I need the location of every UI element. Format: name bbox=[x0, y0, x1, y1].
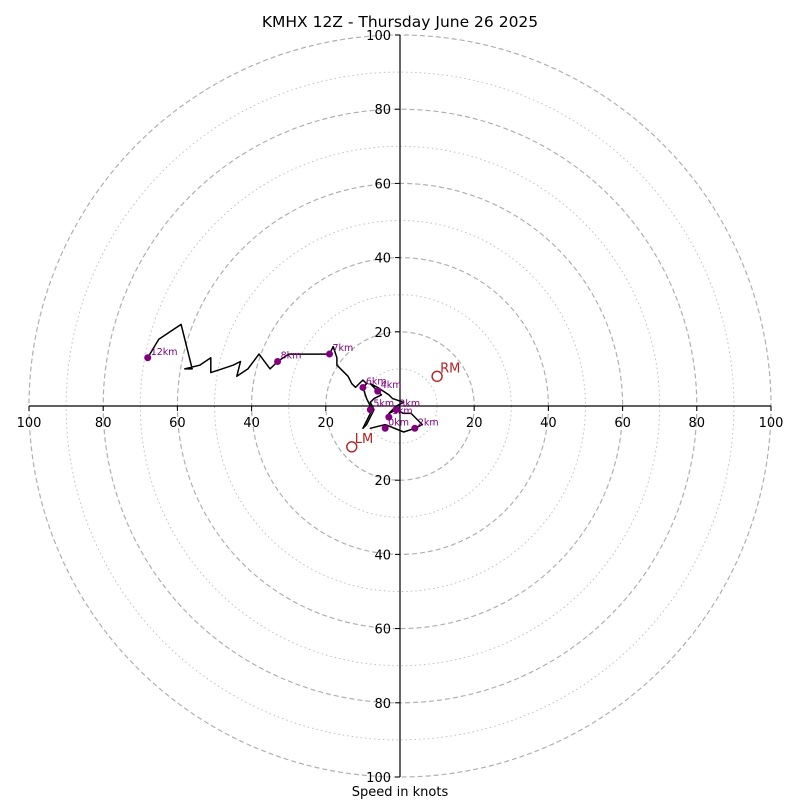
y-tick-label: 80 bbox=[374, 103, 391, 118]
height-marker-label: 12km bbox=[151, 347, 178, 358]
x-axis-label: Speed in knots bbox=[352, 785, 449, 800]
x-tick-label: 60 bbox=[169, 416, 186, 431]
height-marker-0km bbox=[381, 424, 389, 432]
x-tick-label: 100 bbox=[759, 416, 784, 431]
height-marker-label: 4km bbox=[381, 380, 402, 391]
height-marker-3km bbox=[392, 406, 400, 414]
height-marker-12km bbox=[144, 354, 152, 362]
x-tick-label: 80 bbox=[689, 416, 706, 431]
axes bbox=[29, 35, 771, 777]
height-marker-6km bbox=[359, 383, 367, 391]
height-marker-5km bbox=[366, 406, 374, 414]
storm-motion-rm bbox=[431, 370, 443, 383]
y-tick-label: 80 bbox=[374, 697, 391, 712]
storm-motion-markers: RM LM bbox=[346, 361, 460, 453]
y-tick-label: 40 bbox=[374, 252, 391, 267]
height-marker-8km bbox=[274, 357, 282, 365]
height-marker-label: 1km bbox=[392, 406, 413, 417]
height-marker-4km bbox=[374, 387, 382, 395]
y-tick-label: 100 bbox=[366, 29, 391, 44]
height-marker-label: 8km bbox=[281, 350, 302, 361]
x-tick-label: 40 bbox=[243, 416, 260, 431]
height-marker-label: 3km bbox=[399, 399, 420, 410]
x-tick-label: 80 bbox=[95, 416, 112, 431]
y-tick-label: 100 bbox=[366, 771, 391, 786]
height-marker-1km bbox=[385, 413, 393, 421]
y-tick-label: 40 bbox=[374, 548, 391, 563]
storm-motion-label: RM bbox=[440, 361, 460, 376]
y-tick-label: 60 bbox=[374, 177, 391, 192]
x-tick-label: 20 bbox=[466, 416, 483, 431]
chart-title: KMHX 12Z - Thursday June 26 2025 bbox=[262, 13, 538, 31]
tick-labels: 20 20 20 20 40 40 40 40 60 60 60 60 80 80 80 80 100 100 10… bbox=[17, 29, 784, 786]
x-tick-label: 100 bbox=[17, 416, 42, 431]
storm-motion-label: LM bbox=[355, 432, 373, 447]
x-tick-label: 40 bbox=[540, 416, 557, 431]
height-marker-2km bbox=[411, 424, 419, 432]
y-tick-label: 20 bbox=[374, 474, 391, 489]
x-tick-label: 20 bbox=[318, 416, 335, 431]
height-marker-label: 7km bbox=[333, 343, 354, 354]
height-marker-label: 6km bbox=[366, 376, 387, 387]
storm-motion-lm bbox=[346, 441, 358, 453]
height-marker-label: 5km bbox=[373, 399, 394, 410]
y-tick-label: 60 bbox=[374, 623, 391, 638]
height-marker-7km bbox=[326, 350, 334, 358]
height-marker-label: 2km bbox=[418, 417, 439, 428]
y-tick-label: 20 bbox=[374, 326, 391, 341]
height-marker-label: 0km bbox=[388, 417, 409, 428]
x-tick-label: 60 bbox=[614, 416, 631, 431]
